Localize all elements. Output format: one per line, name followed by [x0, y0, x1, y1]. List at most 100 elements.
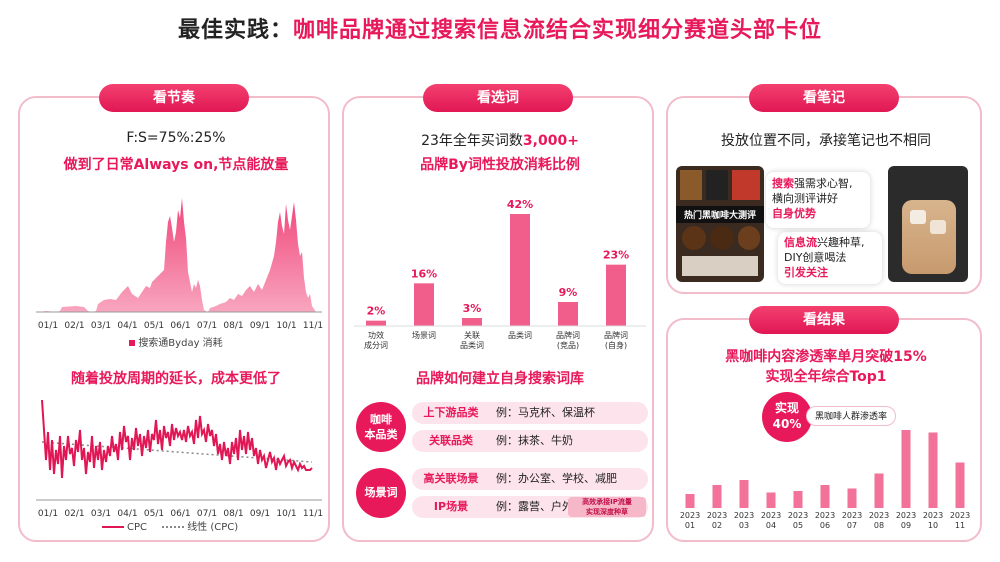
word-category-label: 成分词: [364, 340, 388, 350]
spend-legend-label: 搜索通Byday 消耗: [138, 338, 223, 349]
word-bar-value-label: 16%: [411, 267, 437, 280]
month-tick-label: 03/1: [91, 509, 111, 519]
feed-line1: 兴趣种草,: [817, 236, 865, 249]
group2-row-1-tag: 高关联场景: [423, 472, 479, 485]
group1-label: 咖啡 本品类: [356, 402, 406, 452]
words-pill: 看选词: [423, 84, 573, 112]
month-category-label: 2023: [869, 511, 889, 520]
group1-row-1-text: 例：马克杯、保温杯: [496, 406, 595, 419]
search-callout: 搜索强需求心智, 横向测评讲好 自身优势: [766, 172, 870, 228]
search-kw: 搜索: [772, 177, 794, 190]
group1-row-2-text: 例：抹茶、牛奶: [496, 434, 573, 447]
word-category-label: (竞品): [557, 340, 579, 350]
word-bar: [510, 214, 530, 326]
cpc-legend: CPC 线性 (CPC): [102, 518, 238, 533]
penetration-bar: [955, 462, 965, 508]
month-category-label: 2023: [707, 511, 727, 520]
group2-label: 场景词: [356, 468, 406, 518]
month-tick-label: 05/1: [144, 509, 164, 519]
word-category-label: 品类词: [508, 330, 532, 340]
notes-panel: 看笔记 投放位置不同，承接笔记也不相同 热门黑咖啡大测评 搜索强需求心智, 横向…: [666, 84, 982, 294]
month-category-label: 05: [793, 521, 803, 530]
penetration-bar-chart: 2023012023022023032023042023052023062023…: [680, 430, 970, 530]
spend-area-chart: 01/1 02/1 03/1 04/1 05/1 06/1 07/1 08/1 09/1 10/1…: [36, 198, 323, 331]
product-box-3: [732, 170, 760, 200]
words-panel: 看选词 23年全年买词数3,000+ 品牌By词性投放消耗比例 2% 功效 成分词 1…: [342, 84, 656, 542]
group1-row-2: 关联品类 例：抹茶、牛奶: [412, 430, 648, 452]
page-title: 最佳实践：咖啡品牌通过搜索信息流结合实现细分赛道头部卡位: [0, 12, 1000, 44]
word-category-label: 关联: [464, 330, 480, 340]
photo1-caption: 热门黑咖啡大测评: [676, 206, 764, 223]
badge-value: 40%: [772, 417, 802, 431]
month-tick-label: 09/1: [250, 509, 270, 519]
month-category-label: 07: [847, 521, 857, 530]
title-prefix: 最佳实践：: [177, 18, 293, 43]
result-panel: 看结果 黑咖啡内容渗透率单月突破15% 实现全年综合Top1 实现 40% 黑咖…: [666, 306, 982, 542]
feed-kw: 信息流: [784, 236, 817, 249]
month-tick-label: 08/1: [223, 509, 243, 519]
word-category-label: 场景词: [412, 331, 436, 340]
ip-badge: 高效承接IP流量 实现深度种草: [568, 497, 646, 517]
month-tick-label: 06/1: [170, 321, 190, 331]
rhythm-panel: 看节奏 F:S=75%:25% 做到了日常Always on,节点能放量 01/…: [18, 84, 330, 542]
month-category-label: 02: [712, 521, 722, 530]
word-bar-value-label: 3%: [463, 302, 482, 315]
ratio-text: F:S=75%:25%: [126, 130, 226, 146]
group1-label-line2: 本品类: [364, 428, 398, 441]
ip-badge-line1: 高效承接IP流量: [582, 498, 632, 506]
month-tick-label: 09/1: [250, 321, 270, 331]
cpc-subtitle: 随着投放周期的延长，成本更低了: [71, 371, 281, 387]
note-photo-search: 热门黑咖啡大测评: [676, 166, 764, 282]
product-box-1: [680, 170, 702, 200]
group1-row-1: 上下游品类 例：马克杯、保温杯: [412, 402, 648, 424]
penetration-bar: [820, 485, 830, 508]
rhythm-pill: 看节奏: [99, 84, 249, 112]
penetration-bar: [739, 480, 749, 508]
result-line2: 实现全年综合Top1: [765, 369, 887, 385]
title-main: 咖啡品牌通过搜索信息流结合实现细分赛道头部卡位: [293, 18, 823, 43]
words-headline-prefix: 23年全年买词数: [421, 133, 523, 149]
word-share-bar-chart: 2%功效成分词16%场景词3%关联品类词42%品类词9%品牌词(竞品)23%品牌…: [354, 198, 646, 350]
word-category-label: 功效: [368, 330, 384, 340]
month-tick-label: 10/1: [276, 509, 296, 519]
words-headline: 23年全年买词数3,000+: [344, 130, 656, 150]
coffee-cup-1: [682, 226, 706, 250]
month-category-label: 06: [820, 521, 830, 530]
group2-row-2-text: 例：露营、户外: [496, 500, 573, 513]
month-category-label: 2023: [734, 511, 754, 520]
cpc-legend-swatch: [102, 526, 124, 528]
month-category-label: 08: [874, 521, 884, 530]
group2-row-2: IP场景 例：露营、户外 高效承接IP流量 实现深度种草: [412, 496, 648, 518]
badge-label: 实现: [774, 401, 799, 415]
result-badge: 实现 40%: [762, 392, 812, 442]
penetration-bar: [847, 488, 857, 508]
month-category-label: 2023: [761, 511, 781, 520]
search-line2: 横向测评讲好: [772, 192, 838, 205]
month-category-label: 10: [928, 521, 938, 530]
feed-line2: DIY创意喝法: [784, 251, 847, 264]
month-category-label: 2023: [950, 511, 970, 520]
word-bar-value-label: 9%: [559, 286, 578, 299]
rhythm-subtitle: 做到了日常Always on,节点能放量: [63, 157, 289, 173]
ip-badge-line2: 实现深度种草: [586, 508, 628, 516]
month-tick-label: 04/1: [117, 509, 137, 519]
penetration-bar: [685, 494, 695, 508]
words-how-title: 品牌如何建立自身搜索词库: [416, 371, 584, 387]
coffee-cup-2: [710, 226, 734, 250]
words-subtitle: 品牌By词性投放消耗比例: [420, 157, 580, 173]
word-bar: [558, 302, 578, 326]
trend-legend-label: 线性 (CPC): [187, 522, 239, 533]
trend-legend-swatch: [162, 526, 185, 528]
spend-area: [40, 198, 316, 312]
month-tick-label: 01/1: [38, 321, 58, 331]
ice-cube-2: [930, 220, 946, 234]
month-category-label: 11: [955, 521, 965, 530]
group2-row-2-tag: IP场景: [433, 500, 469, 513]
result-pill: 看结果: [749, 306, 899, 334]
group2-row-1: 高关联场景 例：办公室、学校、减肥: [412, 468, 648, 490]
month-tick-label: 03/1: [91, 321, 111, 331]
month-tick-label: 07/1: [197, 321, 217, 331]
word-category-label: 品牌词: [556, 330, 580, 340]
word-bar: [462, 318, 482, 326]
group1-row-2-tag: 关联品类: [429, 434, 473, 447]
